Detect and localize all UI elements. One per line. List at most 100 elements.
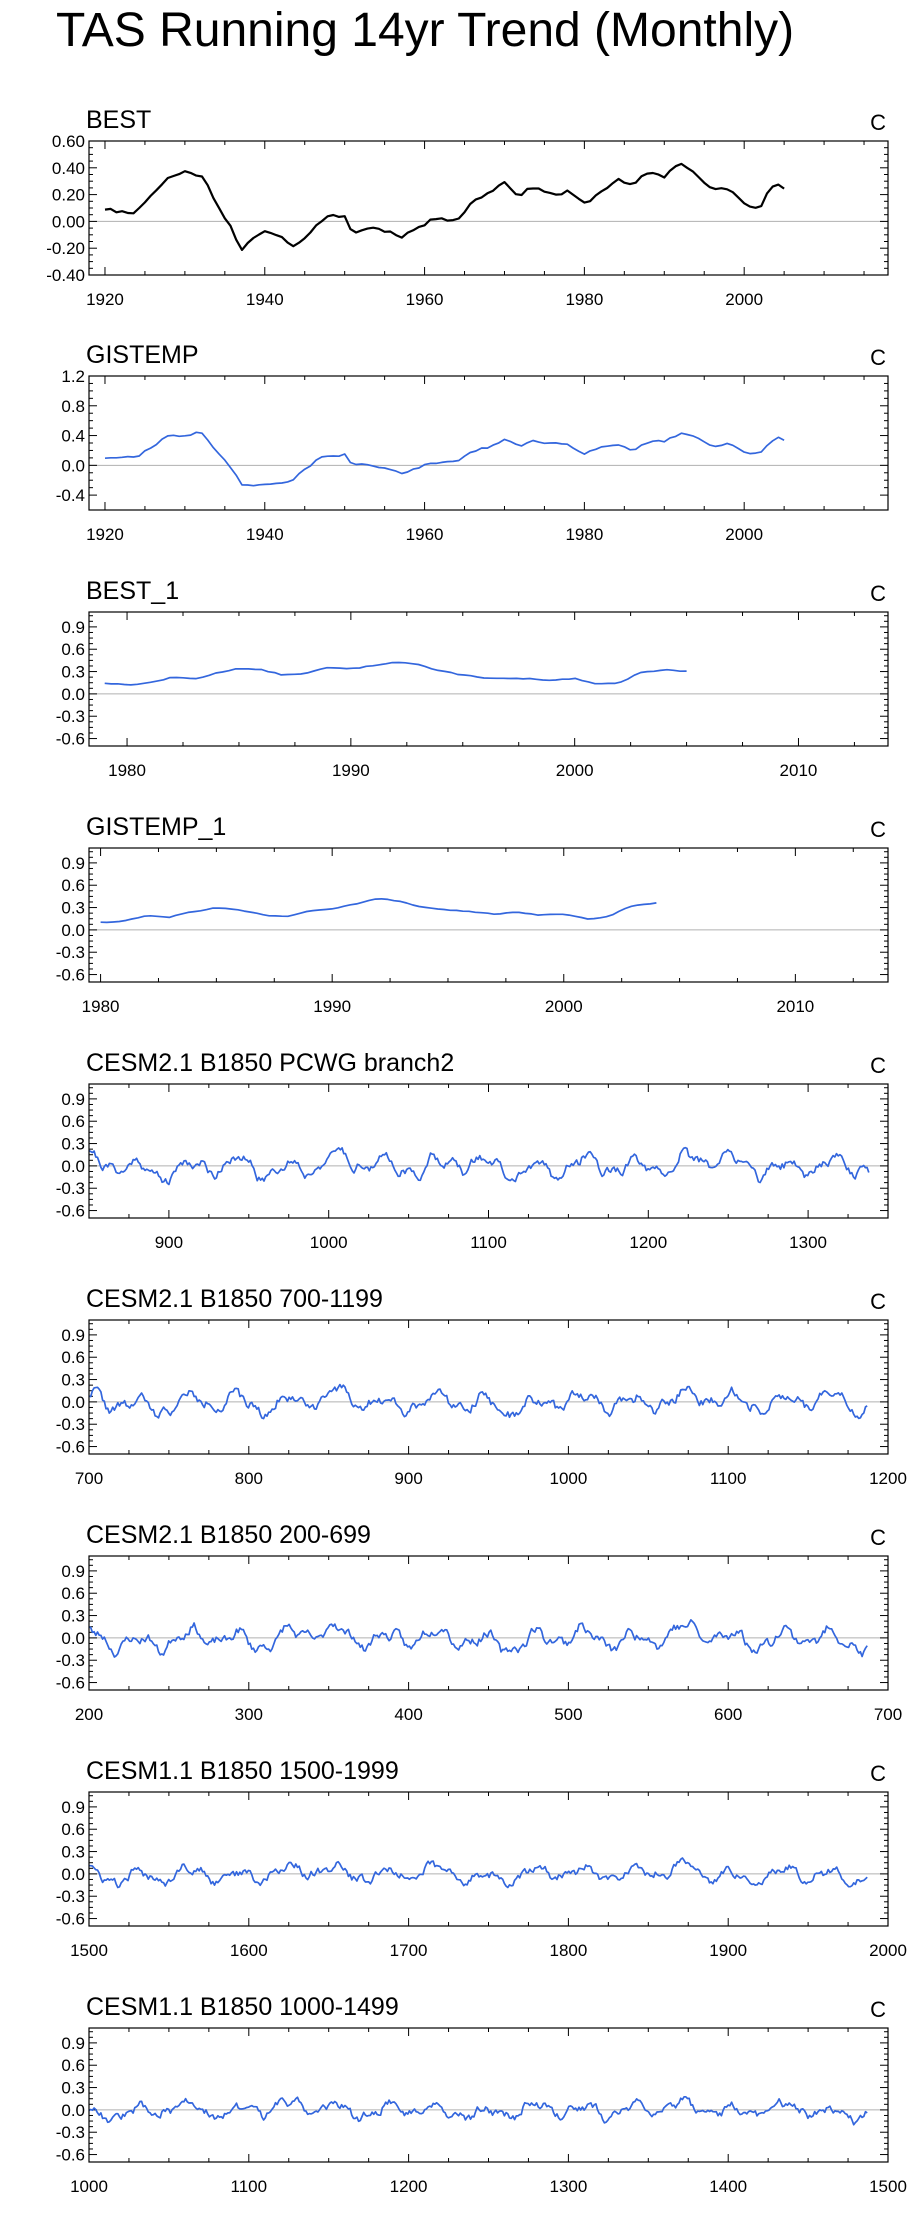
x-tick-label: 2000 xyxy=(556,761,594,780)
x-tick-label: 2000 xyxy=(869,1941,907,1960)
x-tick-label: 1600 xyxy=(230,1941,268,1960)
y-tick-label: -0.3 xyxy=(56,2123,85,2142)
y-tick-label: 0.9 xyxy=(61,1090,85,1109)
x-tick-label: 1940 xyxy=(246,525,284,544)
panel-title: GISTEMP xyxy=(86,341,199,369)
y-tick-label: 0.3 xyxy=(61,1607,85,1626)
panel-title: CESM1.1 B1850 1000-1499 xyxy=(86,1993,399,2021)
panel-4: GISTEMP_1 C -0.6 -0.3 0.0 0.3 0.6 0.9 1980 1990 20… xyxy=(56,813,889,1016)
y-tick-label: -0.6 xyxy=(56,1202,85,1221)
y-tick-label: 0.6 xyxy=(61,1584,85,1603)
panel-units: C xyxy=(870,1525,886,1550)
x-tick-label: 1990 xyxy=(313,997,351,1016)
y-tick-label: 0.0 xyxy=(61,1393,85,1412)
series-line xyxy=(88,1146,870,1186)
y-tick-label: 0.40 xyxy=(52,159,85,178)
panel-units: C xyxy=(870,345,886,370)
x-tick-label: 1900 xyxy=(709,1941,747,1960)
y-tick-label: 0.3 xyxy=(61,1843,85,1862)
x-tick-label: 1920 xyxy=(86,290,124,309)
x-tick-label: 1000 xyxy=(549,1469,587,1488)
x-tick-label: 2010 xyxy=(780,761,818,780)
y-tick-label: -0.3 xyxy=(56,1887,85,1906)
series-line xyxy=(104,162,785,251)
panel-title: BEST_1 xyxy=(86,577,179,605)
y-tick-label: -0.3 xyxy=(56,943,85,962)
plot-frame xyxy=(88,1555,889,1691)
plot-frame xyxy=(88,611,889,747)
panel-1: BEST C -0.40 -0.20 0.00 0.20 0.40 0.60 1920 1940 1… xyxy=(46,106,889,309)
series-line xyxy=(104,431,785,487)
panel-title: GISTEMP_1 xyxy=(86,813,226,841)
x-tick-label: 2000 xyxy=(725,290,763,309)
panel-units: C xyxy=(870,110,886,135)
x-tick-label: 1000 xyxy=(70,2177,108,2196)
x-tick-label: 1960 xyxy=(406,525,444,544)
x-tick-label: 1980 xyxy=(108,761,146,780)
x-tick-label: 1500 xyxy=(869,2177,907,2196)
x-tick-label: 1700 xyxy=(390,1941,428,1960)
x-tick-label: 1920 xyxy=(86,525,124,544)
x-tick-label: 600 xyxy=(714,1705,742,1724)
y-tick-label: 0.9 xyxy=(61,2034,85,2053)
x-tick-label: 1800 xyxy=(549,1941,587,1960)
panel-units: C xyxy=(870,1761,886,1786)
y-tick-label: -0.6 xyxy=(56,2146,85,2165)
y-tick-label: 0.6 xyxy=(61,876,85,895)
y-tick-label: -0.3 xyxy=(56,1415,85,1434)
y-tick-label: 0.60 xyxy=(52,132,85,151)
y-tick-label: 0.6 xyxy=(61,1820,85,1839)
x-tick-label: 1200 xyxy=(869,1469,907,1488)
series-line xyxy=(89,1857,868,1889)
y-tick-label: -0.4 xyxy=(56,486,85,505)
y-tick-label: -0.6 xyxy=(56,1438,85,1457)
series-line xyxy=(104,661,687,686)
y-tick-label: 0.9 xyxy=(61,1798,85,1817)
y-tick-label: -0.3 xyxy=(56,707,85,726)
y-tick-label: 0.3 xyxy=(61,663,85,682)
y-tick-label: 0.9 xyxy=(61,1326,85,1345)
y-tick-label: 0.0 xyxy=(61,456,85,475)
y-tick-label: 0.9 xyxy=(61,1562,85,1581)
x-tick-label: 2000 xyxy=(545,997,583,1016)
y-tick-label: 0.3 xyxy=(61,2079,85,2098)
panel-title: CESM1.1 B1850 1500-1999 xyxy=(86,1757,399,1785)
x-tick-label: 1980 xyxy=(565,525,603,544)
x-tick-label: 400 xyxy=(394,1705,422,1724)
panel-title: CESM2.1 B1850 PCWG branch2 xyxy=(86,1049,454,1077)
x-tick-label: 900 xyxy=(394,1469,422,1488)
x-tick-label: 200 xyxy=(75,1705,103,1724)
panel-units: C xyxy=(870,581,886,606)
x-tick-label: 700 xyxy=(874,1705,902,1724)
panel-5: CESM2.1 B1850 PCWG branch2 C -0.6 -0.3 0.0 0.… xyxy=(56,1049,889,1252)
x-tick-label: 1980 xyxy=(82,997,120,1016)
y-tick-label: 0.6 xyxy=(61,640,85,659)
plot-frame xyxy=(88,375,889,511)
y-tick-label: -0.6 xyxy=(56,966,85,985)
x-tick-label: 2010 xyxy=(776,997,814,1016)
x-tick-label: 1400 xyxy=(709,2177,747,2196)
y-tick-label: 0.3 xyxy=(61,899,85,918)
panel-units: C xyxy=(870,817,886,842)
plot-frame xyxy=(88,847,889,983)
plot-frame xyxy=(88,1319,889,1455)
x-tick-label: 1100 xyxy=(710,1469,747,1488)
y-tick-label: 0.20 xyxy=(52,186,85,205)
y-tick-label: -0.3 xyxy=(56,1651,85,1670)
x-tick-label: 1100 xyxy=(231,2177,268,2196)
series-line xyxy=(88,1619,868,1658)
y-tick-label: -0.20 xyxy=(46,239,85,258)
panel-title: BEST xyxy=(86,106,151,134)
y-tick-label: -0.6 xyxy=(56,1674,85,1693)
y-tick-label: 1.2 xyxy=(61,367,85,386)
y-tick-label: 0.0 xyxy=(61,1629,85,1648)
panel-units: C xyxy=(870,1289,886,1314)
x-tick-label: 1980 xyxy=(565,290,603,309)
y-tick-label: 0.4 xyxy=(61,427,85,446)
x-tick-label: 1300 xyxy=(549,2177,587,2196)
y-tick-label: 0.3 xyxy=(61,1135,85,1154)
panel-9: CESM1.1 B1850 1000-1499 C -0.6 -0.3 0.0 0.3 0.… xyxy=(56,1993,907,2196)
y-tick-label: 0.0 xyxy=(61,685,85,704)
panel-title: CESM2.1 B1850 700-1199 xyxy=(86,1285,383,1313)
plot-frame xyxy=(88,1791,889,1927)
